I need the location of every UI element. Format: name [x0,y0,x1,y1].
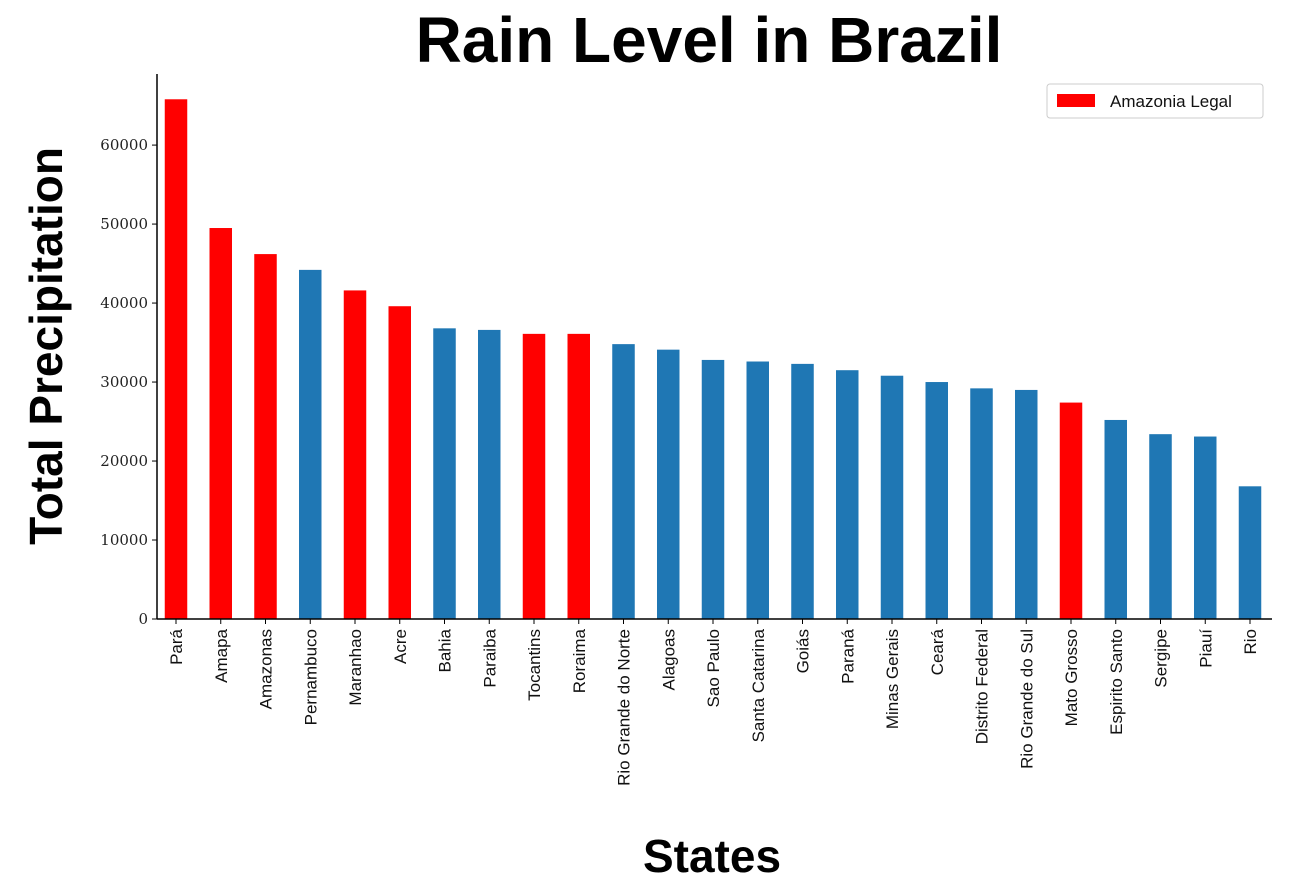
y-tick-label: 0 [138,610,148,628]
bar [880,375,904,619]
y-tick-label: 50000 [100,215,148,233]
y-axis-ticks: 0 10000 20000 30000 40000 50000 60000 [100,136,157,628]
x-tick-label: Acre [391,629,410,664]
bar [209,228,232,619]
x-tick-label: Espirito Santo [1107,629,1126,735]
x-tick-label: Pernambuco [301,629,320,725]
bar [1104,419,1127,619]
y-tick-label: 40000 [100,294,148,312]
bar [791,363,814,619]
bar [1238,486,1262,619]
bar [522,333,546,619]
x-tick-label: Distrito Federal [973,629,992,744]
x-tick-label: Sergipe [1152,629,1171,688]
x-tick-label: Amapa [212,628,231,682]
x-tick-label: Roraima [570,628,589,693]
bar [388,306,411,619]
x-tick-label: Alagoas [659,629,678,690]
x-tick-label: Rio Grande do Norte [615,629,634,786]
bar [478,329,501,619]
x-tick-label: Rio [1241,629,1260,655]
x-tick-label: Pará [167,628,186,664]
x-tick-label: Rio Grande do Sul [1017,629,1036,769]
bar [567,333,590,619]
y-tick-label: 60000 [100,136,148,154]
bar [1059,402,1083,619]
x-tick-label: Tocantins [525,629,544,701]
bar [1194,436,1217,619]
bar [254,254,277,619]
x-axis-label: States [643,830,781,882]
y-tick-label: 10000 [100,531,148,549]
bar [343,290,367,619]
bar [1149,434,1172,619]
x-axis-ticks: Pará Amapa Amazonas Pernambuco Maranhao Acre B… [167,619,1260,786]
x-tick-label: Ceará [928,628,947,675]
bar [746,361,769,619]
x-tick-label: Amazonas [257,629,276,709]
bar [657,349,680,619]
legend-frame [1046,83,1264,119]
y-axis-label: Total Precipitation [20,147,72,545]
bar [1015,389,1038,619]
x-tick-label: Piauí [1196,629,1215,668]
bar [701,359,725,619]
bar [970,388,993,619]
bar [836,370,859,619]
x-tick-label: Mato Grosso [1062,629,1081,726]
x-tick-label: Bahia [436,628,455,672]
x-tick-label: Maranhao [346,629,365,706]
bars-group [164,99,1262,619]
legend-label: Amazonia Legal [1110,92,1232,111]
y-tick-label: 30000 [100,373,148,391]
x-tick-label: Santa Catarina [749,628,768,742]
bar [433,328,456,619]
legend: Amazonia Legal [1046,83,1264,119]
bar [925,382,948,619]
x-tick-label: Paraná [838,628,857,683]
chart-title: Rain Level in Brazil [416,4,1003,76]
x-tick-label: Sao Paulo [704,629,723,707]
bar [299,269,322,619]
x-tick-label: Minas Gerais [883,629,902,729]
x-tick-label: Paraiba [480,628,499,687]
x-tick-label: Goiás [794,629,813,673]
bar [612,344,635,619]
bar [164,99,188,619]
legend-swatch [1057,94,1095,107]
y-tick-label: 20000 [100,452,148,470]
